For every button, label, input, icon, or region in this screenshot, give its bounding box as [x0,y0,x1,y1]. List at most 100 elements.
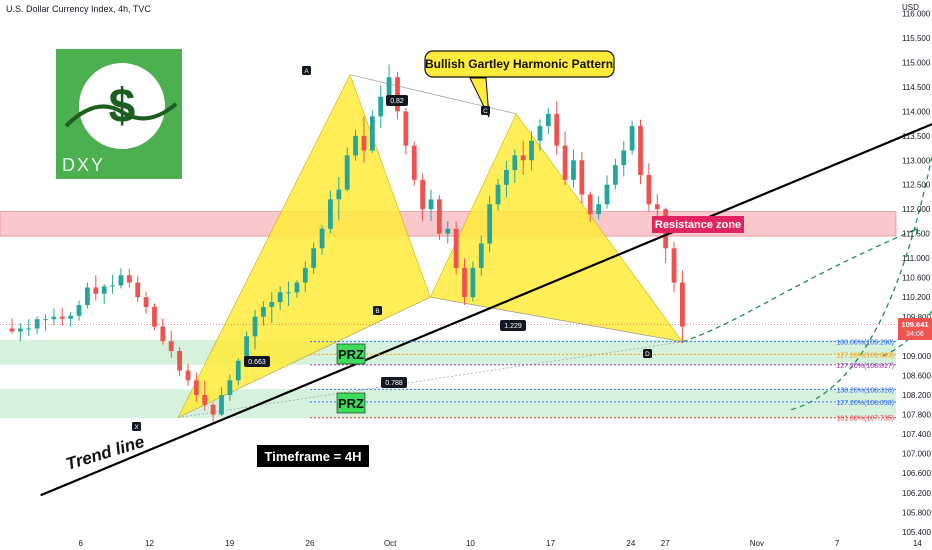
logo-wave [64,102,178,128]
timeframe-label: Timeframe = 4H [265,449,362,464]
candle [654,204,660,210]
candle-timer: 24:06 [906,331,924,338]
x-tick-label: 14 [913,539,922,548]
candle [462,267,467,298]
candle [453,228,459,268]
candle [219,395,224,415]
ratio-ab: 0.82 [390,98,404,105]
candle [403,111,409,146]
y-tick-label: 109.800 [902,313,931,322]
candle [294,282,300,293]
candle [671,248,677,283]
prz-lower-box [336,392,366,414]
fib-label: 127.20%(108.058) [836,400,894,407]
candle [512,155,518,171]
y-tick-label: 110.200 [902,293,931,302]
point-c: C [483,108,488,115]
candle [646,174,652,205]
fib-label: 161.80%(107.735) [836,416,894,423]
candle [261,306,266,317]
candle [235,360,241,381]
candle [160,326,166,342]
candle [529,140,534,161]
x-tick-label: 7 [835,539,840,548]
candle [302,267,308,283]
dollar-icon: $ [109,80,136,133]
fib-label: 127.20%(109.033) [836,352,894,359]
candle [562,145,568,180]
trend-line [40,122,932,497]
candle [17,328,23,332]
candles-layer [9,64,685,424]
ratio-cd-box [500,320,526,331]
candle [504,170,509,185]
ratio-ab-box [386,95,408,106]
y-tick-label: 112.500 [902,181,931,190]
current-price-box [898,318,932,340]
candle [202,395,208,405]
ratio-cd: 1.229 [504,323,522,330]
prz-upper-box [336,343,366,365]
y-tick-label: 105.800 [902,508,931,517]
x-tick-label: 27 [661,539,670,548]
candle [252,316,258,337]
candle [227,380,233,395]
y-tick-label: 114.000 [902,107,931,116]
ratio-bc-box [244,356,270,367]
candle [76,305,82,316]
candle [395,77,400,112]
candle [193,380,199,395]
candle [621,150,627,166]
candle [587,194,593,215]
candle [244,336,250,361]
candle [43,319,48,321]
logo-circle [79,63,165,149]
fib-label: 100.00%(109.290) [836,340,894,347]
y-tick-label: 114.500 [902,83,931,92]
x-tick-label: 24 [626,539,635,548]
candle [85,287,90,306]
fib-label: 127.20%(108.817) [836,363,894,370]
candle [126,275,132,283]
candle [470,267,476,298]
x-tick-label: 17 [546,539,555,548]
currency-label: USD [902,3,919,12]
candle [344,155,350,190]
candle [369,116,375,151]
point-a: A [304,68,309,75]
dxy-logo: $ DXY [56,49,182,179]
candle [336,189,342,200]
y-tick-label: 110.600 [902,274,931,283]
candle [93,287,99,294]
candle [554,113,560,146]
candle [101,286,107,294]
resistance-label: Resistance zone [655,219,741,231]
fib-label: 138.20%(108.316) [836,387,894,394]
candle [210,404,216,415]
candle [638,126,643,175]
projection-path [791,152,932,411]
prz-zone [0,389,896,418]
candle [478,243,484,268]
ratio-bc: 0.663 [248,359,266,366]
candle [328,199,333,229]
candle [177,350,183,371]
ratio-xd: 0.788 [385,380,403,387]
candle [604,184,610,205]
timeframe-box [257,445,369,467]
candle [545,113,551,127]
candle [277,292,283,303]
point-d-box [643,349,652,358]
candle [445,228,451,234]
candle [571,160,576,180]
prz-lower-label: PRZ [338,396,364,411]
candle [487,204,493,244]
y-tick-label: 105.400 [902,528,931,537]
y-tick-label: 109.000 [902,352,931,361]
prz-zone [0,339,896,365]
point-labels: X A B C D [132,66,652,431]
pattern-callout-box [424,50,615,78]
y-tick-label: 112.000 [902,205,931,214]
